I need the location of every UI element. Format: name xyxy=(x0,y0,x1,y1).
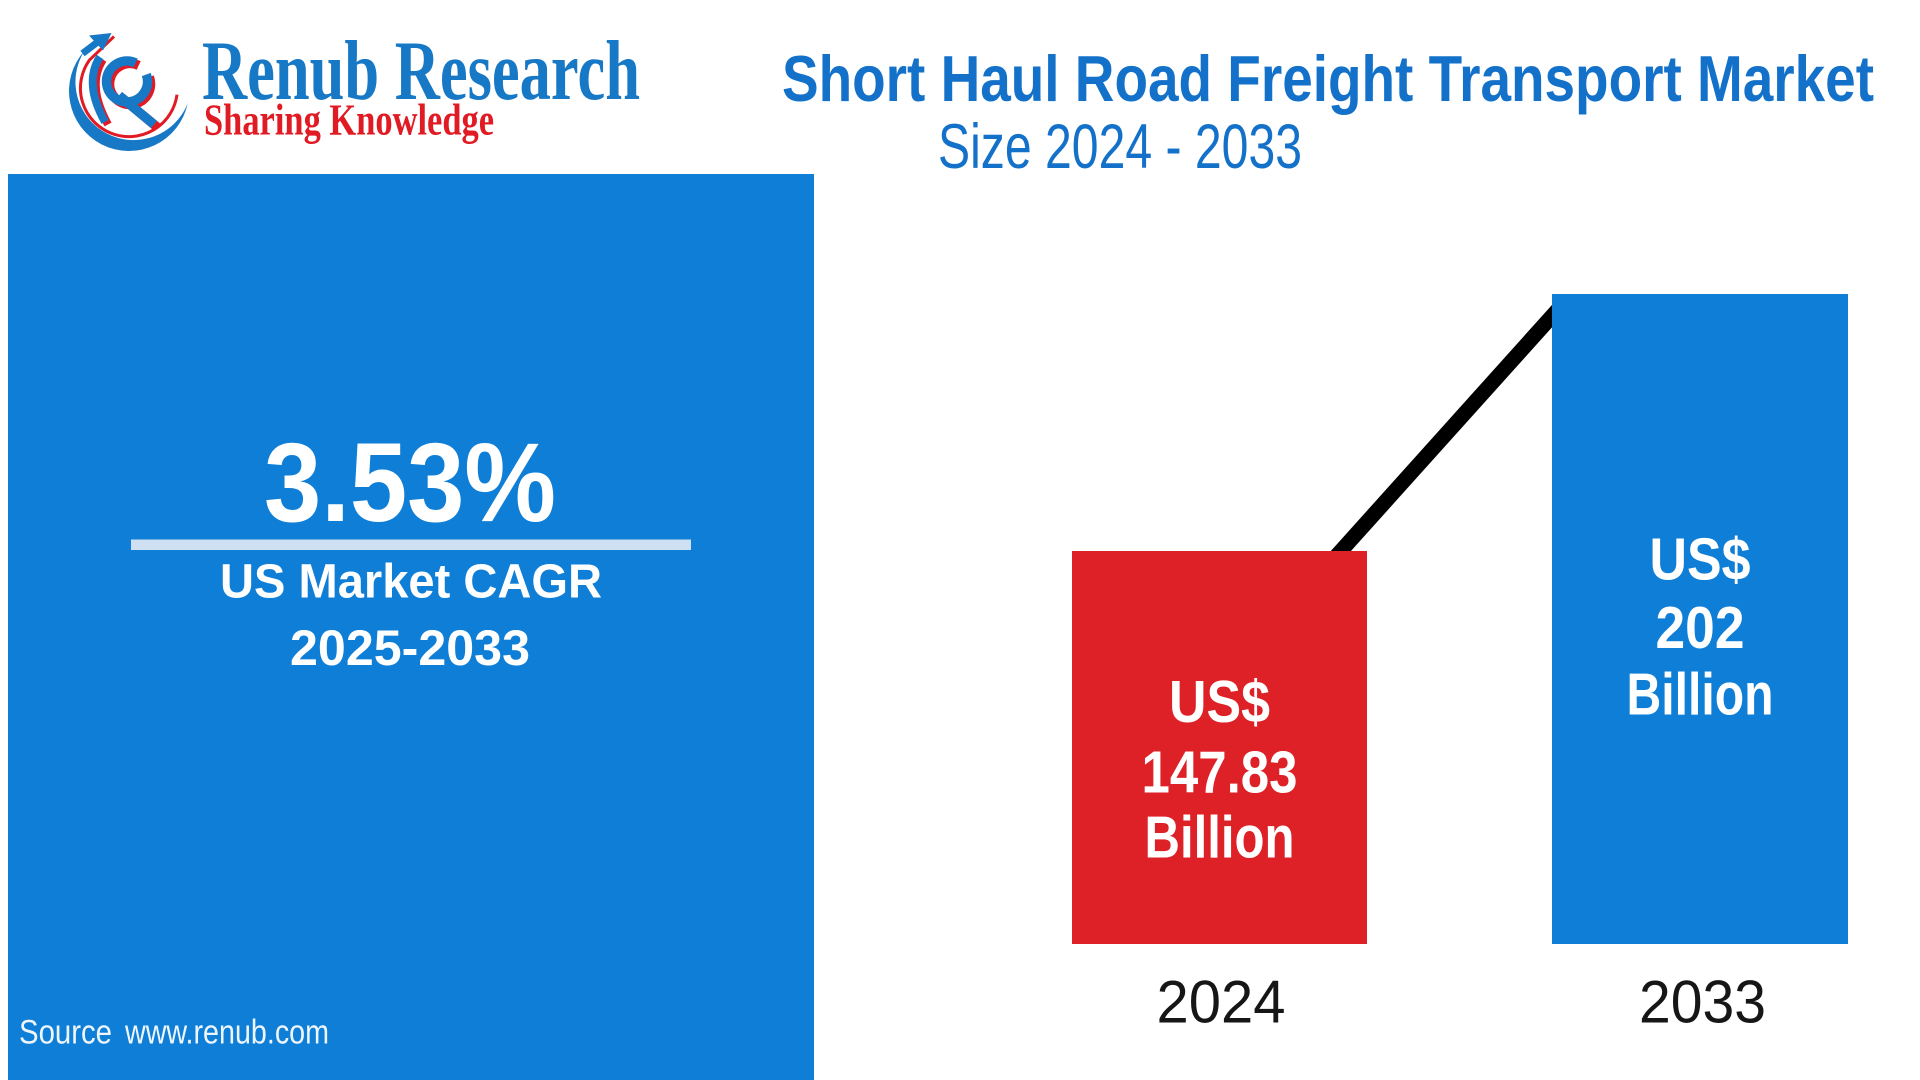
source-site: www.renub.com xyxy=(124,1014,329,1052)
logo-r-icon xyxy=(88,54,158,129)
axis-label-2033: 2033 xyxy=(1639,969,1766,1036)
bar-2024-label-currency: US$ xyxy=(1169,668,1270,735)
logo-r-bowl-icon xyxy=(101,56,153,107)
bar-2033-label-currency: US$ xyxy=(1650,526,1751,593)
cagr-period: 2025-2033 xyxy=(290,620,530,676)
logo-name: Renub Research xyxy=(202,24,640,118)
logo-arrowhead-icon xyxy=(89,33,112,51)
cagr-label: US Market CAGR xyxy=(220,556,602,609)
trend-line xyxy=(1325,299,1568,568)
bar-2024 xyxy=(1072,551,1367,944)
logo-r-stem-icon xyxy=(88,54,109,124)
bar-2033-label-value: 202 xyxy=(1656,594,1745,661)
cagr-panel xyxy=(8,174,814,1080)
logo-r-leg-icon xyxy=(115,91,158,129)
bar-2033 xyxy=(1552,294,1848,944)
logo-tagline: Sharing Knowledge xyxy=(204,96,494,145)
logo-red-arc-icon xyxy=(78,35,179,139)
source-label: Source xyxy=(19,1014,112,1052)
bar-2033-label-unit: Billion xyxy=(1627,661,1774,728)
page-title: Short Haul Road Freight Transport Market xyxy=(782,42,1874,115)
page-subtitle: Size 2024 - 2033 xyxy=(938,112,1302,182)
cagr-divider xyxy=(131,539,691,550)
bar-2024-label-unit: Billion xyxy=(1145,804,1295,871)
renub-logo-icon xyxy=(69,33,188,152)
bar-2024-label-value: 147.83 xyxy=(1142,739,1298,806)
cagr-value: 3.53% xyxy=(264,420,556,545)
axis-label-2024: 2024 xyxy=(1157,969,1286,1036)
